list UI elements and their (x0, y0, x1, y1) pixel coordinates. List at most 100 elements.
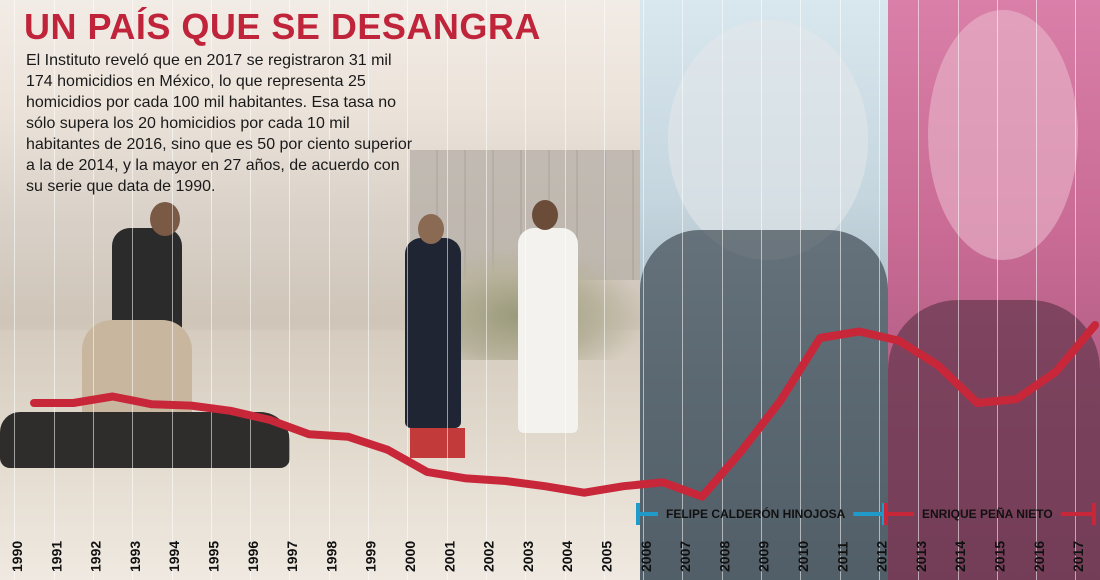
x-tick-label-2005: 2005 (599, 541, 615, 572)
year-stripe-divider (525, 0, 526, 580)
year-stripe-divider (132, 0, 133, 580)
data-point-2007 (699, 493, 706, 500)
year-stripe-divider (486, 0, 487, 580)
data-point-2006 (659, 479, 666, 486)
felipe-calderon-photo (640, 0, 888, 580)
x-tick-label-1992: 1992 (88, 541, 104, 572)
enrique-pena-photo (888, 0, 1100, 580)
year-stripe-divider (1036, 0, 1037, 580)
data-point-2001 (463, 475, 470, 482)
term-label: FELIPE CALDERÓN HINOJOSA (666, 506, 846, 521)
investigator-figure (82, 320, 192, 430)
x-tick-label-2001: 2001 (441, 541, 457, 572)
x-tick-label-2011: 2011 (834, 541, 850, 572)
data-point-2005 (620, 483, 627, 490)
data-point-2008 (738, 448, 745, 455)
year-stripe-divider (1075, 0, 1076, 580)
x-tick-label-2016: 2016 (1031, 541, 1047, 572)
year-stripe-divider (840, 0, 841, 580)
year-stripe-divider (211, 0, 212, 580)
x-tick-label-2008: 2008 (716, 541, 732, 572)
data-point-1995 (227, 407, 234, 414)
x-tick-label-1997: 1997 (284, 541, 300, 572)
x-tick-label-2014: 2014 (952, 541, 968, 572)
data-point-2011 (856, 328, 863, 335)
year-stripe-divider (722, 0, 723, 580)
term-label: ENRIQUE PEÑA NIETO (922, 506, 1053, 521)
data-point-2012 (895, 337, 902, 344)
year-stripe-divider (918, 0, 919, 580)
x-tick-label-1993: 1993 (127, 541, 143, 572)
investigator-head (418, 214, 444, 244)
x-tick-label-2006: 2006 (638, 541, 654, 572)
data-point-1990 (31, 400, 37, 406)
data-point-2000 (424, 468, 430, 475)
page-title: UN PAÍS QUE SE DESANGRA (24, 6, 541, 47)
data-point-2014 (974, 400, 981, 406)
year-stripe-divider (879, 0, 880, 580)
data-point-1993 (148, 401, 155, 408)
x-tick-label-2015: 2015 (992, 541, 1008, 572)
year-stripe-divider (407, 0, 408, 580)
covered-body (0, 412, 290, 468)
year-stripe-divider (93, 0, 94, 580)
x-tick-label-2000: 2000 (402, 541, 418, 572)
year-stripe-divider (997, 0, 998, 580)
x-tick-label-1999: 1999 (363, 541, 379, 572)
investigator-figure (405, 238, 461, 428)
term-bracket-calderon: FELIPE CALDERÓN HINOJOSA (636, 503, 886, 525)
year-stripe-divider (958, 0, 959, 580)
year-stripe-divider (643, 0, 644, 580)
year-stripe-divider (447, 0, 448, 580)
x-tick-label-1994: 1994 (166, 541, 182, 572)
data-point-2009 (777, 397, 784, 404)
year-stripe-divider (14, 0, 15, 580)
evidence-box (410, 428, 465, 458)
x-tick-label-2009: 2009 (756, 541, 772, 572)
x-tick-label-2017: 2017 (1070, 541, 1086, 572)
x-tick-label-2012: 2012 (874, 541, 890, 572)
year-stripe-divider (54, 0, 55, 580)
homicide-rate-line (30, 321, 1100, 501)
data-point-1997 (306, 431, 313, 438)
x-tick-label-1996: 1996 (245, 541, 261, 572)
investigator-head (532, 200, 558, 230)
x-tick-label-1995: 1995 (206, 541, 222, 572)
x-tick-label-1998: 1998 (323, 541, 339, 572)
data-point-1999 (384, 446, 391, 453)
data-point-1991 (70, 400, 77, 406)
data-point-1992 (109, 393, 116, 400)
investigator-figure (518, 228, 578, 433)
x-tick-label-2002: 2002 (481, 541, 497, 572)
x-tick-label-2007: 2007 (677, 541, 693, 572)
year-stripe-divider (329, 0, 330, 580)
year-stripe-divider (761, 0, 762, 580)
data-point-2003 (541, 483, 548, 490)
data-point-2015 (1013, 396, 1020, 403)
x-tick-label-2003: 2003 (520, 541, 536, 572)
data-point-2016 (1052, 368, 1059, 375)
data-point-1998 (345, 433, 352, 440)
year-stripe-divider (682, 0, 683, 580)
term-bracket-pena: ENRIQUE PEÑA NIETO (884, 503, 1096, 525)
year-stripe-divider (800, 0, 801, 580)
x-tick-label-1991: 1991 (48, 541, 64, 572)
data-point-1994 (188, 402, 195, 409)
investigator-head (150, 202, 180, 236)
year-stripe-divider (565, 0, 566, 580)
data-point-2017 (1092, 322, 1099, 328)
x-tick-label-2004: 2004 (559, 541, 575, 572)
data-point-2010 (817, 335, 823, 341)
year-stripe-divider (368, 0, 369, 580)
year-stripe-divider (250, 0, 251, 580)
year-stripe-divider (604, 0, 605, 580)
year-stripe-divider (172, 0, 173, 580)
intro-paragraph: El Instituto reveló que en 2017 se regis… (26, 52, 413, 195)
data-point-2013 (934, 362, 941, 369)
x-tick-label-2010: 2010 (795, 541, 811, 572)
data-point-1996 (266, 416, 273, 423)
x-tick-label-1990: 1990 (9, 541, 25, 572)
x-tick-label-2013: 2013 (913, 541, 929, 572)
data-point-2002 (502, 478, 509, 484)
